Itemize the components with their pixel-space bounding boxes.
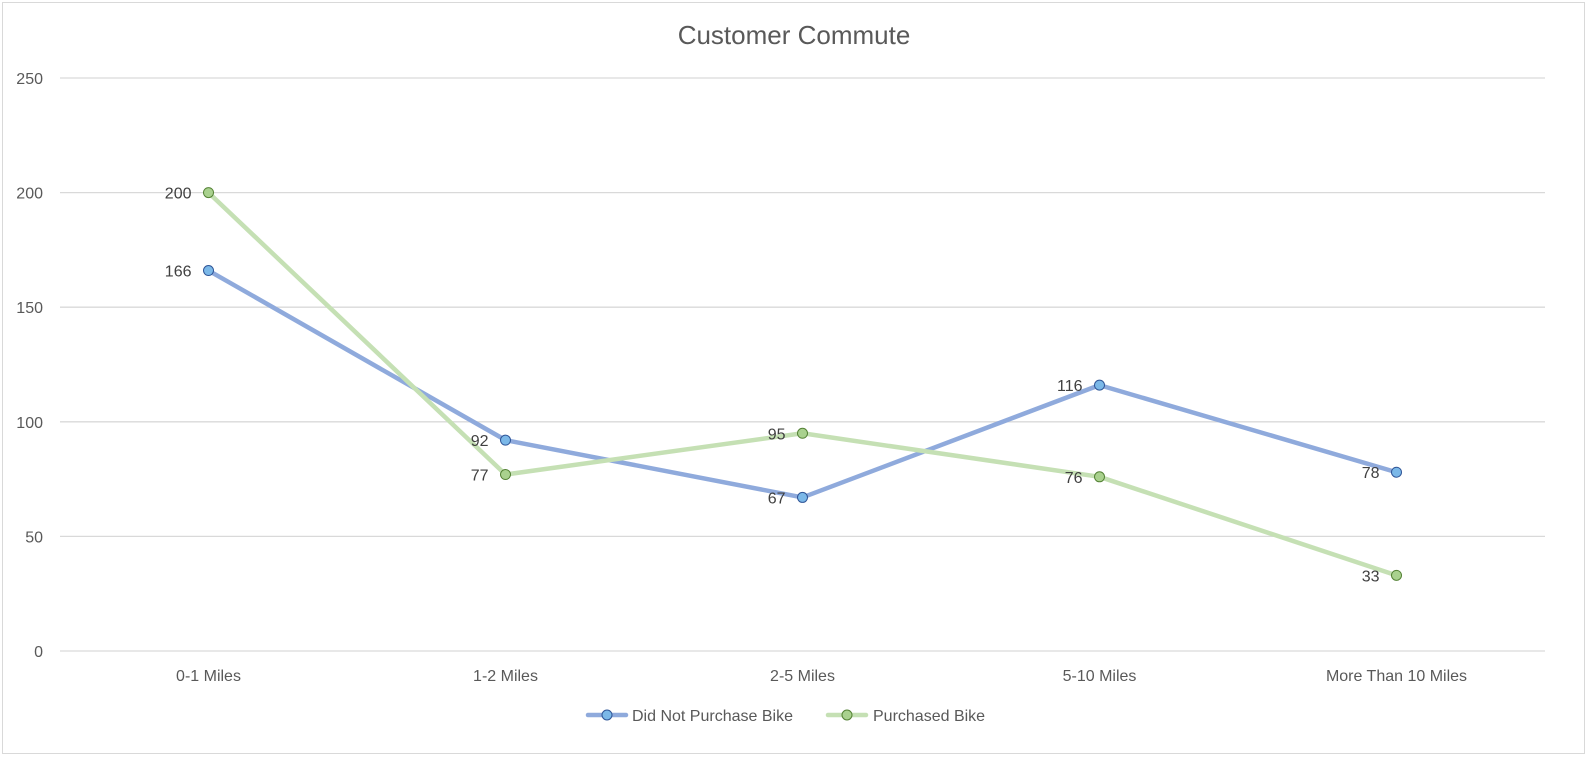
data-label: 116 [1057,378,1083,395]
x-axis-ticks: 0-1 Miles 1-2 Miles 2-5 Miles 5-10 Miles Mor… [176,668,1467,685]
x-tick-label: 5-10 Miles [1063,668,1137,685]
data-labels: 166 92 67 116 78 200 77 95 76 33 [165,186,1380,586]
data-label: 33 [1362,568,1380,585]
x-tick-label: 1-2 Miles [473,668,538,685]
data-point [1094,471,1105,483]
x-tick-label: More Than 10 Miles [1326,668,1467,685]
y-tick-label: 200 [16,186,43,203]
y-axis-ticks: 0 50 100 150 200 250 [16,71,43,661]
data-label: 200 [165,186,192,203]
data-point [500,469,511,481]
legend-label: Did Not Purchase Bike [632,708,793,725]
data-point [797,427,808,439]
data-label: 77 [471,468,489,485]
data-point [1094,379,1105,391]
x-tick-label: 2-5 Miles [770,668,835,685]
legend-swatch-marker [601,709,613,721]
series-lines [206,190,1399,578]
y-tick-label: 0 [34,644,43,661]
series-line-1 [206,190,1399,578]
data-point [1391,569,1402,581]
data-label: 92 [471,433,489,450]
data-label: 166 [165,264,192,281]
legend-label: Purchased Bike [873,708,985,725]
series-markers [203,187,1402,581]
gridlines [60,77,1545,652]
data-point [1391,466,1402,478]
y-tick-label: 250 [16,71,43,88]
data-label: 78 [1362,465,1380,482]
data-point [500,434,511,446]
legend: Did Not Purchase Bike Purchased Bike [585,708,985,725]
y-tick-label: 50 [25,529,43,546]
data-point [203,187,214,199]
y-tick-label: 150 [16,300,43,317]
chart-title: Customer Commute [678,20,911,50]
series-line-0 [206,268,1399,500]
data-label: 95 [768,426,786,443]
y-tick-label: 100 [16,415,43,432]
x-tick-label: 0-1 Miles [176,668,241,685]
data-label: 76 [1065,470,1083,487]
data-point [203,265,214,277]
data-label: 67 [768,490,786,507]
legend-swatch-marker [841,709,853,721]
data-point [797,491,808,503]
